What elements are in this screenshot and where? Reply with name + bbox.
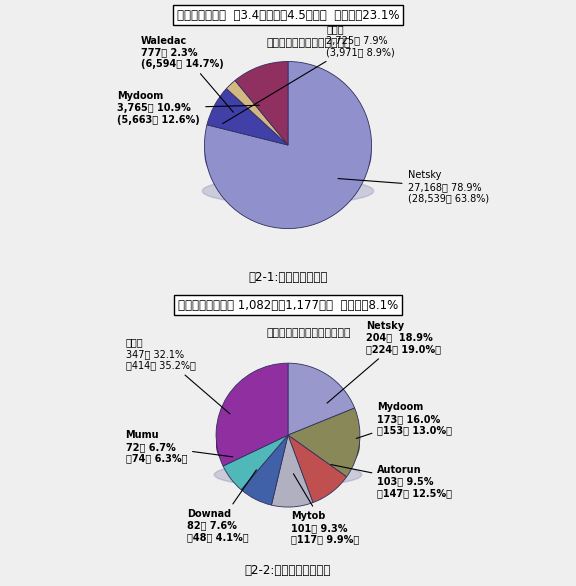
Wedge shape [204, 62, 372, 229]
Wedge shape [207, 88, 288, 145]
Text: （注：括弧内は前月の数値）: （注：括弧内は前月の数値） [266, 328, 351, 338]
Polygon shape [271, 472, 313, 485]
Text: Mydoom
3,765個 10.9%
(5,663個 12.6%): Mydoom 3,765個 10.9% (5,663個 12.6%) [118, 91, 259, 124]
Ellipse shape [202, 178, 374, 205]
Text: Mytob
101件 9.3%
（117件 9.9%）: Mytob 101件 9.3% （117件 9.9%） [291, 474, 360, 544]
Wedge shape [216, 363, 288, 466]
Polygon shape [347, 433, 360, 468]
Wedge shape [288, 435, 347, 503]
Text: Downad
82件 7.6%
（48件 4.1%）: Downad 82件 7.6% （48件 4.1%） [187, 470, 256, 542]
Polygon shape [204, 145, 372, 202]
Text: Autorun
103件 9.5%
（147件 12.5%）: Autorun 103件 9.5% （147件 12.5%） [331, 465, 452, 498]
Wedge shape [288, 408, 360, 477]
Text: Netsky
27,168個 78.9%
(28,539個 63.8%): Netsky 27,168個 78.9% (28,539個 63.8%) [338, 170, 488, 203]
Wedge shape [241, 435, 288, 505]
Text: 図2-1:ウイルス検出数: 図2-1:ウイルス検出数 [248, 271, 328, 284]
Text: （注：括弧内は前月の数値）: （注：括弧内は前月の数値） [266, 38, 351, 47]
Polygon shape [223, 452, 241, 476]
Text: Mumu
72件 6.7%
（74件 6.3%）: Mumu 72件 6.7% （74件 6.3%） [126, 430, 233, 464]
Wedge shape [271, 435, 313, 507]
Text: 図2-2:ウイルス届出件数: 図2-2:ウイルス届出件数 [245, 564, 331, 577]
Text: Mydoom
173件 16.0%
（153件 13.0%）: Mydoom 173件 16.0% （153件 13.0%） [357, 402, 452, 438]
Text: その他
2,725個 7.9%
(3,971個 8.9%): その他 2,725個 7.9% (3,971個 8.9%) [223, 24, 395, 124]
Text: Waledac
777個 2.3%
(6,594個 14.7%): Waledac 777個 2.3% (6,594個 14.7%) [141, 36, 233, 113]
Text: その他
347件 32.1%
（414件 35.2%）: その他 347件 32.1% （414件 35.2%） [126, 338, 230, 414]
Wedge shape [235, 62, 288, 145]
Polygon shape [241, 465, 271, 484]
Polygon shape [313, 458, 347, 483]
Wedge shape [223, 435, 288, 490]
Wedge shape [226, 80, 288, 145]
Ellipse shape [214, 463, 362, 486]
Text: ウイルス検出数  約3.4万個（約4.5万個）  前月比－23.1%: ウイルス検出数 約3.4万個（約4.5万個） 前月比－23.1% [177, 9, 399, 22]
Text: Netsky
204件  18.9%
（224件 19.0%）: Netsky 204件 18.9% （224件 19.0%） [327, 321, 441, 403]
Text: ウイルス届出件数 1,082件（1,177件）  前月比－8.1%: ウイルス届出件数 1,082件（1,177件） 前月比－8.1% [178, 299, 398, 312]
Wedge shape [288, 363, 355, 435]
Polygon shape [216, 434, 223, 462]
